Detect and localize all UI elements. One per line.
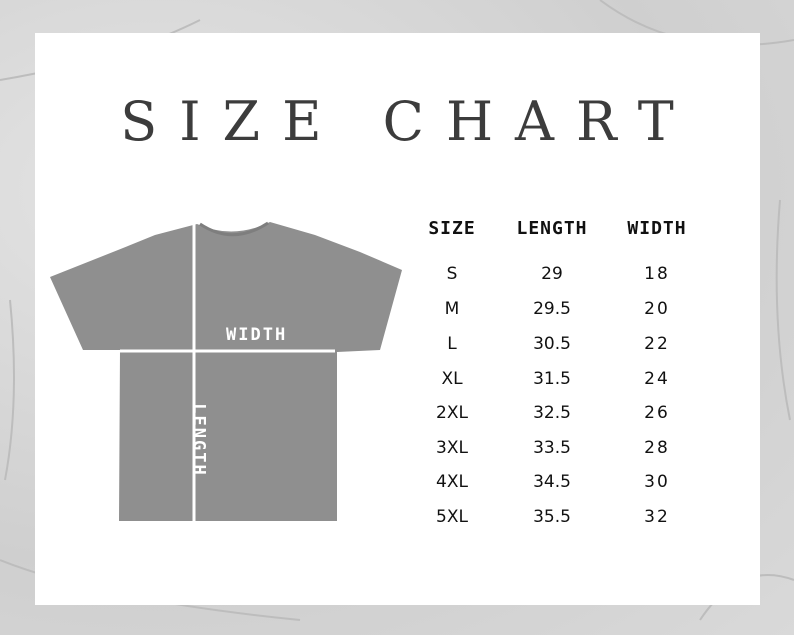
table-cell: 24	[644, 369, 670, 389]
table-cell: 3XL	[436, 438, 468, 458]
table-cell: 33.5	[533, 438, 571, 458]
length-label: LENGTH	[188, 403, 209, 477]
table-cell: 4XL	[436, 472, 468, 492]
table-cell: 32.5	[533, 403, 571, 423]
table-cell: 26	[644, 403, 670, 423]
tshirt-shape	[50, 222, 402, 521]
page-title: SIZE CHART	[120, 90, 696, 153]
table-cell: 2XL	[436, 403, 468, 423]
table-cell: 34.5	[533, 472, 571, 492]
table-cell: XL	[441, 369, 463, 389]
table-cell: M	[444, 299, 460, 319]
table-cell: 20	[644, 299, 670, 319]
table-cell: 30.5	[533, 334, 571, 354]
table-cell: L	[447, 334, 457, 354]
table-header-width: WIDTH	[627, 218, 687, 239]
table-cell: 18	[644, 264, 670, 284]
table-cell: 29	[541, 264, 563, 284]
table-cell: 31.5	[533, 369, 571, 389]
table-cell: 30	[644, 472, 670, 492]
table-cell: 22	[644, 334, 670, 354]
table-cell: 29.5	[533, 299, 571, 319]
table-cell: 32	[644, 507, 670, 527]
table-header-length: LENGTH	[516, 218, 588, 239]
table-cell: S	[446, 264, 458, 284]
table-header-size: SIZE	[428, 218, 476, 239]
table-cell: 5XL	[436, 507, 468, 527]
table-cell: 28	[644, 438, 670, 458]
table-cell: 35.5	[533, 507, 571, 527]
width-label: WIDTH	[226, 325, 288, 345]
